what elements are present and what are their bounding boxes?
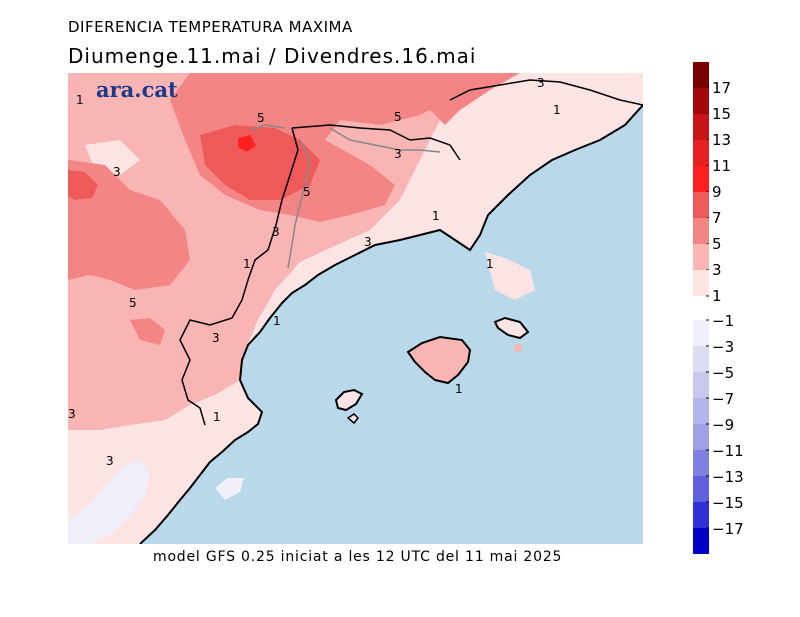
contour-label: 3: [364, 235, 372, 249]
province-border: [249, 124, 441, 269]
contour-label: 3: [272, 225, 280, 239]
colorbar-swatch-negative: [693, 528, 709, 554]
mallorca-coast: [406, 335, 472, 385]
map-subtitle: Diumenge.11.mai / Divendres.16.mai: [68, 44, 477, 68]
colorbar-legend: 17 15 13 11 9 7 5 3 1 −1 −3 −5 −7 −9 −11 −13 −15 −17: [693, 62, 744, 554]
anomaly-zone-7: [200, 125, 320, 200]
negative-anomaly-patch-south: [215, 478, 244, 500]
contour-label: 3: [212, 331, 220, 345]
brand-logo: ara.cat: [96, 77, 178, 102]
ibiza-coast: [334, 388, 364, 412]
menorca-coast: [493, 316, 530, 340]
colorbar-label: 15: [712, 105, 731, 123]
contour-label: 3: [113, 165, 121, 179]
islet: [514, 344, 522, 352]
contour-label: 3: [68, 407, 76, 421]
anomaly-zone-7-west: [68, 170, 98, 200]
map-field: [68, 73, 643, 544]
colorbar-swatch-negative: [693, 450, 709, 476]
colorbar-label: 11: [712, 157, 731, 175]
colorbar-label: −5: [712, 364, 734, 382]
colorbar-swatch-positive: [693, 244, 709, 270]
colorbar-swatch-positive: [693, 140, 709, 166]
colorbar-swatch-negative: [693, 346, 709, 372]
colorbar-swatch-negative: [693, 476, 709, 502]
colorbar-label: 3: [712, 261, 722, 279]
contour-label: 1: [213, 410, 221, 424]
national-border: [291, 79, 643, 161]
colorbar-swatch-negative: [693, 424, 709, 450]
map-title: DIFERENCIA TEMPERATURA MAXIMA: [68, 18, 353, 36]
contour-label: 1: [455, 382, 463, 396]
anomaly-zone-9: [238, 135, 256, 152]
contour-label: 1: [432, 209, 440, 223]
contour-label: 1: [243, 257, 251, 271]
colorbar-swatch-positive: [693, 192, 709, 218]
contour-labels: 1 5 5 3 3 3 5 3 3 1 1 1 5 3 3 1 1 1 1 3 …: [68, 76, 561, 468]
colorbar-label: −13: [712, 468, 744, 486]
negative-anomaly-patch-southwest: [68, 460, 150, 544]
colorbar-swatch-positive: [693, 270, 709, 296]
colorbar-label: −7: [712, 390, 734, 408]
colorbar-label: −17: [712, 520, 744, 538]
contour-label: 1: [273, 314, 281, 328]
colorbar-label: 17: [712, 79, 731, 97]
colorbar-swatch-positive: [693, 114, 709, 140]
contour-label: 5: [303, 185, 311, 199]
ibiza-island: [336, 390, 362, 410]
contour-label: 5: [394, 110, 402, 124]
colorbar-swatch-positive: [693, 88, 709, 114]
contour-label: 5: [129, 296, 137, 310]
colorbar-swatch-negative: [693, 502, 709, 528]
colorbar-swatch-negative: [693, 372, 709, 398]
contour-label: 3: [537, 76, 545, 90]
anomaly-zone-5-southwest: [130, 318, 165, 345]
regional-border: [179, 127, 299, 426]
formentera-coast: [346, 413, 360, 425]
anomaly-zone-5-west: [68, 160, 190, 290]
contour-label: 1: [553, 103, 561, 117]
colorbar-label: −1: [712, 312, 734, 330]
colorbar-label: 9: [712, 183, 722, 201]
colorbar-label: −3: [712, 338, 734, 356]
coastline: [139, 104, 643, 544]
sea-area: [140, 105, 643, 544]
model-caption: model GFS 0.25 iniciat a les 12 UTC del …: [153, 549, 563, 565]
colorbar-swatch-negative: [693, 320, 709, 346]
colorbar-swatch-positive: [693, 62, 709, 88]
contour-label: 1: [486, 257, 494, 271]
colorbar-label: −11: [712, 442, 744, 460]
colorbar-label: 5: [712, 235, 722, 253]
colorbar-swatch-positive: [693, 166, 709, 192]
contour-label: 1: [76, 93, 84, 107]
colorbar-label: 1: [712, 287, 722, 305]
colorbar-label: 13: [712, 131, 731, 149]
colorbar-label: −9: [712, 416, 734, 434]
colorbar-label: −15: [712, 494, 744, 512]
anomaly-patch-sea-east: [485, 252, 535, 300]
contour-label: 3: [394, 147, 402, 161]
contour-label: 5: [257, 111, 265, 125]
colorbar-swatch-negative: [693, 398, 709, 424]
colorbar-label: 7: [712, 209, 722, 227]
contour-label: 3: [106, 454, 114, 468]
colorbar-swatch-positive: [693, 218, 709, 244]
mallorca-island: [408, 337, 470, 383]
